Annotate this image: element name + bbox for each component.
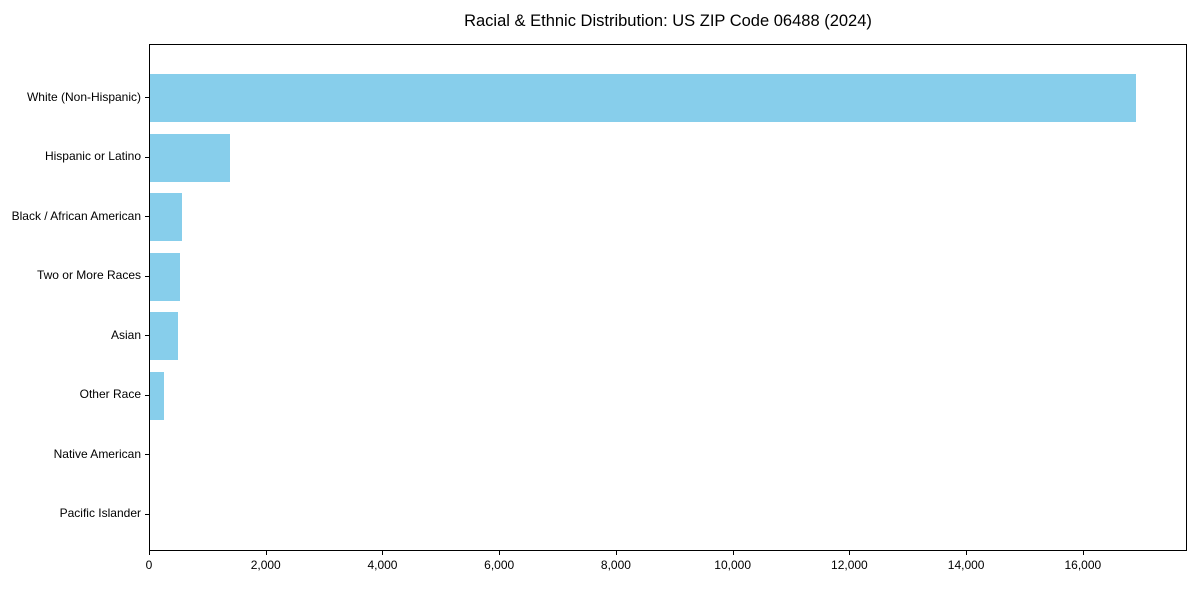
x-tick-mark	[382, 551, 384, 555]
bar-hispanic-or-latino	[150, 133, 230, 182]
y-axis-label-asian: Asian	[110, 327, 141, 342]
x-axis-tick-label: 4,000	[367, 558, 398, 572]
y-tick-mark	[145, 513, 149, 515]
bar-black-african-american	[150, 193, 183, 242]
bar-other-race	[150, 371, 164, 420]
x-tick-mark	[149, 551, 150, 555]
y-tick-mark	[145, 275, 149, 277]
x-axis-tick-label: 10,000	[714, 558, 751, 572]
y-axis-label-white-non-hispanic: White (Non-Hispanic)	[26, 89, 141, 104]
x-tick-mark	[265, 551, 267, 555]
y-axis-label-native-american: Native American	[53, 446, 141, 461]
y-tick-mark	[145, 394, 149, 396]
y-axis-label-two-or-more-races: Two or More Races	[36, 268, 141, 283]
x-axis-tick-label: 16,000	[1064, 558, 1102, 572]
y-tick-mark	[145, 216, 149, 218]
y-tick-mark	[145, 335, 149, 337]
bar-white-non-hispanic	[150, 74, 1137, 122]
x-tick-mark	[615, 551, 617, 555]
y-axis-label-black-african-american: Black / African American	[11, 208, 141, 223]
x-tick-mark	[966, 551, 968, 555]
x-tick-mark	[732, 551, 734, 555]
x-tick-mark	[1082, 551, 1084, 555]
y-tick-mark	[145, 156, 149, 158]
x-axis-tick-label: 12,000	[831, 558, 868, 572]
x-axis-tick-label: 14,000	[947, 558, 985, 572]
chart-title: Racial & Ethnic Distribution: US ZIP Cod…	[464, 12, 872, 30]
y-axis-label-pacific-islander: Pacific Islander	[59, 506, 141, 521]
y-axis-label-hispanic-or-latino: Hispanic or Latino	[44, 149, 141, 164]
y-axis-label-other-race: Other Race	[79, 387, 141, 402]
x-tick-mark	[849, 551, 851, 555]
bar-two-or-more-races	[150, 252, 181, 301]
x-axis-tick-label: 8,000	[600, 558, 631, 572]
x-tick-mark	[499, 551, 501, 555]
y-tick-mark	[145, 454, 149, 456]
y-tick-mark	[145, 97, 149, 98]
x-axis-tick-label: 0	[145, 558, 153, 572]
bar-asian	[150, 312, 178, 361]
x-axis-tick-label: 6,000	[484, 558, 515, 572]
plot-area	[149, 44, 1187, 551]
x-axis-tick-label: 2,000	[250, 558, 281, 572]
